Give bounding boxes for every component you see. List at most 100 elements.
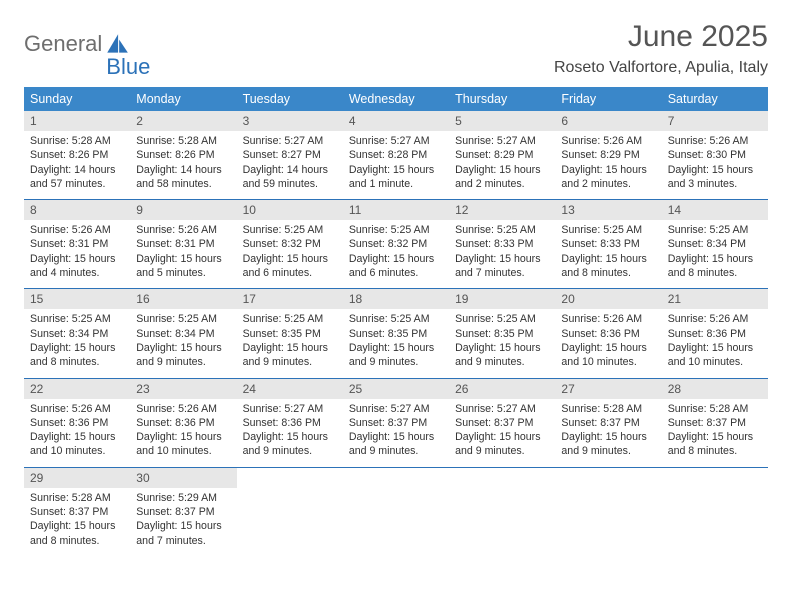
day-number-cell: 16 <box>130 289 236 309</box>
sunset-text: Sunset: 8:34 PM <box>136 327 230 341</box>
sunset-text: Sunset: 8:37 PM <box>668 416 762 430</box>
day-number-cell: 2 <box>130 111 236 131</box>
sunset-text: Sunset: 8:35 PM <box>243 327 337 341</box>
day-detail-cell <box>237 488 343 556</box>
day-number-cell: 30 <box>130 468 236 488</box>
day-number-cell: 17 <box>237 289 343 309</box>
day-detail-cell <box>555 488 661 556</box>
day-number-row: 15161718192021 <box>24 289 768 309</box>
day-detail-cell: Sunrise: 5:25 AMSunset: 8:35 PMDaylight:… <box>343 309 449 378</box>
sunset-text: Sunset: 8:36 PM <box>243 416 337 430</box>
daylight-text: Daylight: 15 hours and 8 minutes. <box>668 430 762 459</box>
sunset-text: Sunset: 8:31 PM <box>30 237 124 251</box>
sunset-text: Sunset: 8:26 PM <box>136 148 230 162</box>
header-row: General Blue June 2025 Roseto Valfortore… <box>24 20 768 77</box>
day-detail-cell: Sunrise: 5:25 AMSunset: 8:34 PMDaylight:… <box>662 220 768 289</box>
daylight-text: Daylight: 15 hours and 2 minutes. <box>561 163 655 192</box>
day-number-cell: 4 <box>343 111 449 131</box>
sunset-text: Sunset: 8:29 PM <box>455 148 549 162</box>
day-number-cell: 5 <box>449 111 555 131</box>
sunset-text: Sunset: 8:31 PM <box>136 237 230 251</box>
day-number-cell: 28 <box>662 379 768 399</box>
sunrise-text: Sunrise: 5:27 AM <box>455 134 549 148</box>
sunrise-text: Sunrise: 5:25 AM <box>349 223 443 237</box>
daylight-text: Daylight: 15 hours and 9 minutes. <box>349 341 443 370</box>
month-title: June 2025 <box>554 20 768 53</box>
day-detail-cell: Sunrise: 5:27 AMSunset: 8:29 PMDaylight:… <box>449 131 555 200</box>
daylight-text: Daylight: 15 hours and 5 minutes. <box>136 252 230 281</box>
sunset-text: Sunset: 8:33 PM <box>455 237 549 251</box>
day-number-cell: 20 <box>555 289 661 309</box>
daylight-text: Daylight: 15 hours and 9 minutes. <box>136 341 230 370</box>
day-number-cell: 12 <box>449 200 555 220</box>
day-detail-cell: Sunrise: 5:26 AMSunset: 8:31 PMDaylight:… <box>130 220 236 289</box>
sunset-text: Sunset: 8:28 PM <box>349 148 443 162</box>
sunrise-text: Sunrise: 5:25 AM <box>30 312 124 326</box>
day-number-cell <box>237 468 343 488</box>
daylight-text: Daylight: 14 hours and 59 minutes. <box>243 163 337 192</box>
day-number-cell: 26 <box>449 379 555 399</box>
daylight-text: Daylight: 15 hours and 9 minutes. <box>455 341 549 370</box>
day-detail-cell <box>662 488 768 556</box>
day-detail-cell: Sunrise: 5:26 AMSunset: 8:29 PMDaylight:… <box>555 131 661 200</box>
title-block: June 2025 Roseto Valfortore, Apulia, Ita… <box>554 20 768 77</box>
day-detail-cell: Sunrise: 5:26 AMSunset: 8:31 PMDaylight:… <box>24 220 130 289</box>
day-number-cell: 24 <box>237 379 343 399</box>
brand-text-2: Blue <box>106 54 150 80</box>
day-number-cell: 15 <box>24 289 130 309</box>
day-number-cell: 22 <box>24 379 130 399</box>
sunrise-text: Sunrise: 5:26 AM <box>136 402 230 416</box>
daylight-text: Daylight: 15 hours and 10 minutes. <box>561 341 655 370</box>
daylight-text: Daylight: 14 hours and 57 minutes. <box>30 163 124 192</box>
day-number-row: 891011121314 <box>24 200 768 220</box>
day-detail-cell: Sunrise: 5:27 AMSunset: 8:27 PMDaylight:… <box>237 131 343 200</box>
sunrise-text: Sunrise: 5:25 AM <box>243 223 337 237</box>
daylight-text: Daylight: 15 hours and 9 minutes. <box>455 430 549 459</box>
day-detail-cell: Sunrise: 5:25 AMSunset: 8:34 PMDaylight:… <box>24 309 130 378</box>
sunset-text: Sunset: 8:32 PM <box>243 237 337 251</box>
day-number-cell: 3 <box>237 111 343 131</box>
sunrise-text: Sunrise: 5:28 AM <box>30 134 124 148</box>
weekday-header: Saturday <box>662 87 768 111</box>
day-number-cell: 7 <box>662 111 768 131</box>
day-detail-cell <box>449 488 555 556</box>
sunrise-text: Sunrise: 5:25 AM <box>561 223 655 237</box>
day-detail-cell: Sunrise: 5:27 AMSunset: 8:28 PMDaylight:… <box>343 131 449 200</box>
daylight-text: Daylight: 15 hours and 10 minutes. <box>136 430 230 459</box>
day-number-cell: 6 <box>555 111 661 131</box>
sunrise-text: Sunrise: 5:25 AM <box>243 312 337 326</box>
day-number-cell <box>343 468 449 488</box>
day-detail-row: Sunrise: 5:26 AMSunset: 8:31 PMDaylight:… <box>24 220 768 289</box>
day-detail-cell: Sunrise: 5:25 AMSunset: 8:32 PMDaylight:… <box>237 220 343 289</box>
sunset-text: Sunset: 8:35 PM <box>455 327 549 341</box>
day-number-cell: 19 <box>449 289 555 309</box>
daylight-text: Daylight: 15 hours and 6 minutes. <box>349 252 443 281</box>
day-number-cell: 21 <box>662 289 768 309</box>
daylight-text: Daylight: 15 hours and 6 minutes. <box>243 252 337 281</box>
sunset-text: Sunset: 8:36 PM <box>136 416 230 430</box>
sunrise-text: Sunrise: 5:25 AM <box>668 223 762 237</box>
sunset-text: Sunset: 8:37 PM <box>136 505 230 519</box>
daylight-text: Daylight: 15 hours and 1 minute. <box>349 163 443 192</box>
sunset-text: Sunset: 8:32 PM <box>349 237 443 251</box>
sunrise-text: Sunrise: 5:26 AM <box>668 312 762 326</box>
calendar-table: SundayMondayTuesdayWednesdayThursdayFrid… <box>24 87 768 556</box>
daylight-text: Daylight: 15 hours and 8 minutes. <box>30 519 124 548</box>
day-detail-cell: Sunrise: 5:26 AMSunset: 8:36 PMDaylight:… <box>555 309 661 378</box>
daylight-text: Daylight: 14 hours and 58 minutes. <box>136 163 230 192</box>
day-number-row: 22232425262728 <box>24 379 768 399</box>
daylight-text: Daylight: 15 hours and 10 minutes. <box>30 430 124 459</box>
day-detail-cell: Sunrise: 5:27 AMSunset: 8:37 PMDaylight:… <box>343 399 449 468</box>
sunrise-text: Sunrise: 5:27 AM <box>455 402 549 416</box>
day-detail-cell: Sunrise: 5:25 AMSunset: 8:34 PMDaylight:… <box>130 309 236 378</box>
sunrise-text: Sunrise: 5:27 AM <box>349 402 443 416</box>
day-detail-cell: Sunrise: 5:28 AMSunset: 8:37 PMDaylight:… <box>555 399 661 468</box>
daylight-text: Daylight: 15 hours and 2 minutes. <box>455 163 549 192</box>
daylight-text: Daylight: 15 hours and 7 minutes. <box>136 519 230 548</box>
daylight-text: Daylight: 15 hours and 8 minutes. <box>668 252 762 281</box>
day-detail-cell: Sunrise: 5:27 AMSunset: 8:37 PMDaylight:… <box>449 399 555 468</box>
sunrise-text: Sunrise: 5:26 AM <box>561 134 655 148</box>
day-number-cell: 25 <box>343 379 449 399</box>
sunset-text: Sunset: 8:36 PM <box>30 416 124 430</box>
day-number-cell: 23 <box>130 379 236 399</box>
